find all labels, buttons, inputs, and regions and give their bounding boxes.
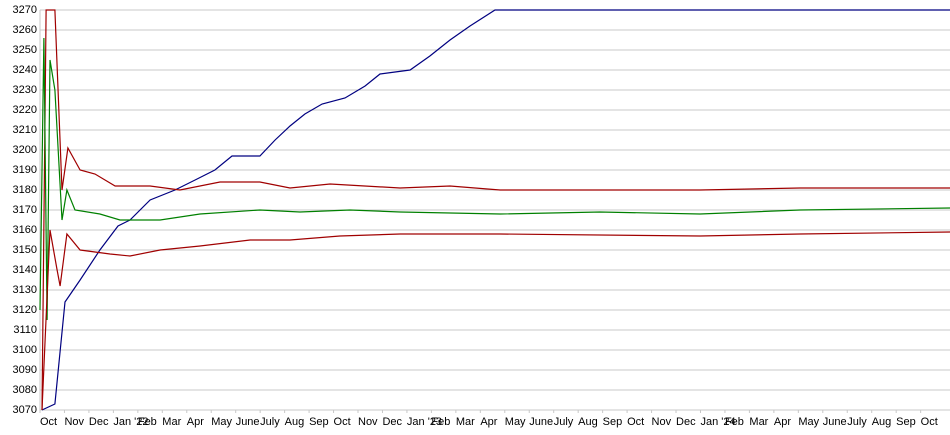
y-tick-label: 3170 [13, 204, 37, 216]
x-tick-label: Nov [652, 416, 672, 428]
y-tick-label: 3260 [13, 24, 37, 36]
y-tick-label: 3250 [13, 44, 37, 56]
y-tick-label: 3220 [13, 104, 37, 116]
x-tick-label: Oct [921, 416, 938, 428]
x-tick-label: Dec [89, 416, 109, 428]
series-line [39, 37, 950, 321]
x-tick-label: Oct [40, 416, 57, 428]
x-tick-label: May [798, 416, 819, 428]
y-tick-label: 3240 [13, 64, 37, 76]
y-tick-label: 3090 [13, 364, 37, 376]
x-tick-label: May [211, 416, 232, 428]
x-tick-label: Nov [358, 416, 378, 428]
x-tick-label: Feb [431, 416, 450, 428]
y-tick-label: 3070 [13, 404, 37, 416]
x-tick-label: June [236, 416, 260, 428]
x-tick-label: Dec [676, 416, 696, 428]
x-tick-label: Aug [285, 416, 305, 428]
x-tick-label: Oct [334, 416, 351, 428]
x-tick-label: Aug [578, 416, 598, 428]
x-tick-label: Aug [872, 416, 892, 428]
x-tick-label: June [823, 416, 847, 428]
x-tick-label: Oct [627, 416, 644, 428]
y-tick-label: 3080 [13, 384, 37, 396]
x-tick-label: Apr [480, 416, 497, 428]
x-tick-label: Apr [774, 416, 791, 428]
x-tick-label: Feb [138, 416, 157, 428]
y-tick-label: 3210 [13, 124, 37, 136]
x-tick-label: Mar [749, 416, 768, 428]
x-tick-label: Mar [456, 416, 475, 428]
y-tick-label: 3200 [13, 144, 37, 156]
y-tick-label: 3190 [13, 164, 37, 176]
y-tick-label: 3270 [13, 4, 37, 16]
y-tick-label: 3130 [13, 284, 37, 296]
y-tick-label: 3120 [13, 304, 37, 316]
y-tick-label: 3230 [13, 84, 37, 96]
x-tick-label: Apr [187, 416, 204, 428]
y-tick-label: 3140 [13, 264, 37, 276]
x-tick-label: May [505, 416, 526, 428]
x-tick-label: July [260, 416, 280, 428]
x-tick-label: Jan '22 [113, 416, 148, 428]
x-tick-label: July [847, 416, 867, 428]
series-line [41, 9, 950, 411]
x-tick-label: Sep [603, 416, 623, 428]
x-tick-label: Mar [162, 416, 181, 428]
x-tick-label: Jan '23 [407, 416, 442, 428]
series-line [41, 9, 950, 411]
y-tick-label: 3150 [13, 244, 37, 256]
y-tick-label: 3180 [13, 184, 37, 196]
y-tick-label: 3100 [13, 344, 37, 356]
x-tick-label: Nov [64, 416, 84, 428]
y-tick-label: 3160 [13, 224, 37, 236]
x-tick-label: June [529, 416, 553, 428]
x-tick-label: Jan '24 [700, 416, 735, 428]
y-tick-label: 3110 [13, 324, 37, 336]
x-tick-label: Sep [309, 416, 329, 428]
x-tick-label: Feb [725, 416, 744, 428]
series-line [41, 229, 950, 411]
x-tick-label: Sep [896, 416, 916, 428]
x-tick-label: July [554, 416, 574, 428]
x-tick-label: Dec [382, 416, 402, 428]
